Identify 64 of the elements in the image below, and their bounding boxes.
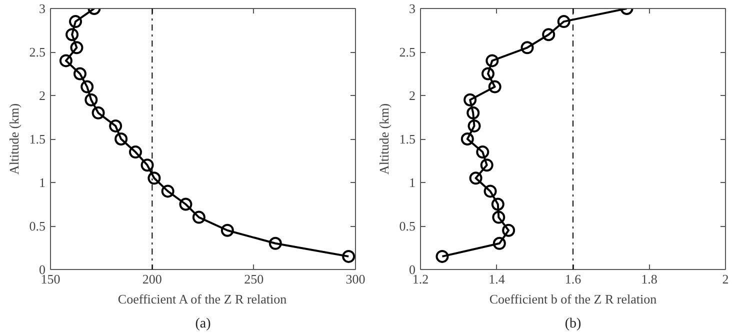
point <box>59 54 72 68</box>
point <box>468 119 481 132</box>
point <box>488 80 502 94</box>
point <box>491 198 504 211</box>
x-axis-title: Coefficient A of the Z R relation <box>118 292 288 306</box>
x-tick-label: 2 <box>722 272 729 286</box>
point <box>486 54 499 68</box>
y-tick-label: 1.5 <box>29 132 46 146</box>
y-tick-label: 1.5 <box>399 132 416 146</box>
y-tick-label: 0.5 <box>399 218 416 234</box>
y-tick-label: 2 <box>409 88 416 103</box>
point <box>481 67 494 80</box>
point <box>492 236 506 250</box>
point <box>73 67 86 80</box>
point <box>128 146 142 159</box>
point <box>109 119 122 132</box>
point <box>492 210 506 224</box>
point <box>84 93 98 106</box>
x-tick-label: 250 <box>244 272 264 286</box>
point <box>542 28 556 42</box>
point <box>466 106 480 120</box>
text: (a) <box>195 316 212 332</box>
point <box>469 172 482 185</box>
point <box>66 28 79 42</box>
point <box>557 15 570 28</box>
x-tick-label: 1.4 <box>488 272 506 286</box>
point <box>148 172 161 185</box>
y-tick-label: 1 <box>39 175 46 190</box>
y-tick-label: 2 <box>39 88 46 103</box>
point <box>436 250 449 263</box>
point <box>192 210 206 224</box>
x-axis-title: Coefficient b of the Z R relation <box>489 292 658 306</box>
point <box>92 106 105 120</box>
x-tick-label: 1.6 <box>564 272 582 286</box>
point <box>460 132 474 146</box>
point <box>179 198 192 211</box>
x-tick-label: 300 <box>346 272 366 286</box>
point <box>502 224 516 237</box>
y-tick-label: 0 <box>409 262 416 277</box>
y-tick-label: 3 <box>409 1 416 16</box>
y-tick-label: 2.5 <box>399 44 416 60</box>
point <box>476 146 490 159</box>
y-axis-title: Altitude (km) <box>6 103 22 175</box>
point <box>480 158 494 172</box>
point <box>342 250 356 263</box>
text: (b) <box>564 316 582 332</box>
y-axis-title: Altitude (km) <box>376 103 392 175</box>
y-tick-label: 2.5 <box>29 44 46 60</box>
point <box>114 132 128 146</box>
point <box>161 184 174 198</box>
point <box>268 236 282 250</box>
point <box>140 158 154 172</box>
point <box>80 80 94 94</box>
x-tick-label: 200 <box>142 272 162 286</box>
y-tick-label: 0.5 <box>29 218 46 234</box>
point <box>220 224 234 237</box>
point <box>484 184 497 198</box>
point <box>464 93 477 106</box>
y-tick-label: 3 <box>39 1 46 16</box>
point <box>520 41 534 54</box>
point <box>69 15 82 28</box>
point <box>70 41 84 54</box>
x-tick-label: 1.8 <box>641 272 658 286</box>
y-tick-label: 1 <box>409 175 416 190</box>
